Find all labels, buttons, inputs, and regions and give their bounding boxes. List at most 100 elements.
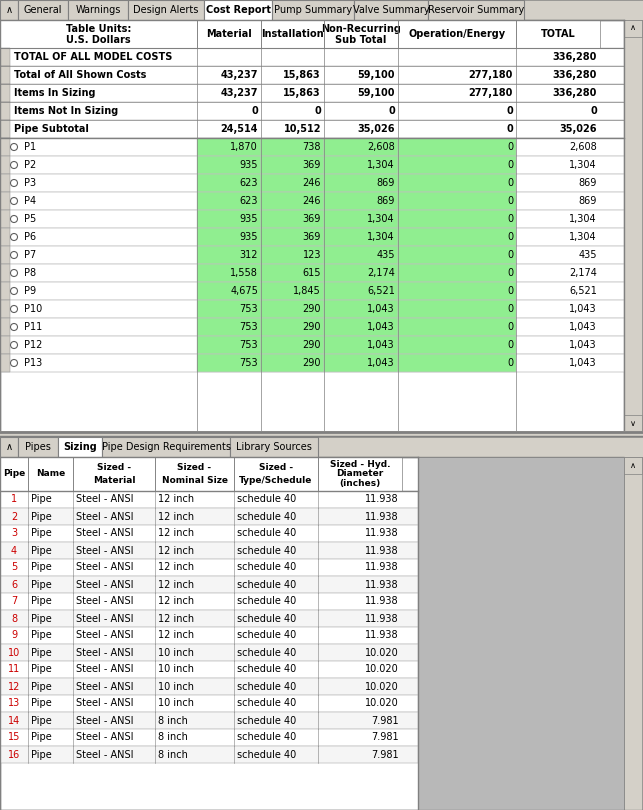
Bar (155, 457, 234, 491)
Text: P1: P1 (24, 142, 36, 152)
Bar (261, 174, 324, 192)
Text: 277,180: 277,180 (469, 70, 513, 80)
Text: schedule 40: schedule 40 (237, 681, 296, 692)
Bar (398, 246, 516, 264)
Text: 5: 5 (11, 562, 17, 573)
Text: 336,280: 336,280 (552, 70, 597, 80)
Bar (398, 354, 516, 372)
Bar (354, 0, 428, 20)
Text: 246: 246 (302, 196, 321, 206)
Text: 12 inch: 12 inch (158, 494, 194, 505)
Bar (624, 20, 642, 37)
Text: Steel - ANSI: Steel - ANSI (76, 647, 134, 658)
Bar (324, 282, 398, 300)
Text: 1,043: 1,043 (569, 304, 597, 314)
Bar (0, 437, 643, 810)
Bar (324, 336, 398, 354)
Text: 753: 753 (239, 358, 258, 368)
Bar (0, 644, 418, 661)
Text: 11.938: 11.938 (365, 613, 399, 624)
Text: General: General (24, 5, 62, 15)
Bar (0, 138, 624, 156)
Text: 753: 753 (239, 322, 258, 332)
Bar (0, 695, 418, 712)
Bar (197, 264, 261, 282)
Bar (0, 318, 624, 336)
Text: 336,280: 336,280 (552, 52, 597, 62)
Bar (0, 138, 10, 156)
Text: Sized -: Sized - (97, 463, 131, 471)
Text: 0: 0 (388, 106, 395, 116)
Text: schedule 40: schedule 40 (237, 732, 296, 743)
Bar (197, 300, 261, 318)
Bar (0, 20, 624, 432)
Text: 435: 435 (377, 250, 395, 260)
Text: P11: P11 (24, 322, 42, 332)
Bar (324, 174, 398, 192)
Circle shape (10, 360, 17, 366)
Text: Steel - ANSI: Steel - ANSI (76, 528, 134, 539)
Text: 1,304: 1,304 (367, 160, 395, 170)
Text: 9: 9 (11, 630, 17, 641)
Text: TOTAL: TOTAL (541, 29, 575, 39)
Bar (324, 318, 398, 336)
Text: 615: 615 (302, 268, 321, 278)
Text: Pipe: Pipe (31, 698, 51, 709)
Bar (261, 264, 324, 282)
Bar (398, 228, 516, 246)
Text: 0: 0 (507, 214, 513, 224)
Text: Pipe Design Requirements: Pipe Design Requirements (102, 442, 230, 452)
Text: schedule 40: schedule 40 (237, 494, 296, 505)
Text: Material: Material (206, 29, 252, 39)
Text: Pipe: Pipe (31, 562, 51, 573)
Bar (0, 264, 624, 282)
Bar (0, 354, 10, 372)
Bar (0, 102, 624, 120)
Bar (324, 20, 398, 48)
Bar (261, 318, 324, 336)
Bar (0, 729, 418, 746)
Text: P5: P5 (24, 214, 36, 224)
Bar (0, 156, 624, 174)
Text: schedule 40: schedule 40 (237, 545, 296, 556)
Text: 12 inch: 12 inch (158, 528, 194, 539)
Text: 0: 0 (507, 160, 513, 170)
Text: Design Alerts: Design Alerts (133, 5, 199, 15)
Text: 1,043: 1,043 (367, 304, 395, 314)
Text: 12 inch: 12 inch (158, 562, 194, 573)
Text: Material: Material (93, 476, 135, 485)
Bar (418, 457, 624, 810)
Text: 277,180: 277,180 (469, 88, 513, 98)
Bar (261, 354, 324, 372)
Text: 8: 8 (11, 613, 17, 624)
Text: 623: 623 (239, 178, 258, 188)
Circle shape (10, 305, 17, 313)
Text: 1,304: 1,304 (569, 232, 597, 242)
Bar (0, 246, 624, 264)
Text: schedule 40: schedule 40 (237, 511, 296, 522)
Text: 0: 0 (251, 106, 258, 116)
Bar (197, 156, 261, 174)
Text: P4: P4 (24, 196, 36, 206)
Bar (0, 20, 197, 48)
Text: 24,514: 24,514 (221, 124, 258, 134)
Text: 7.981: 7.981 (372, 715, 399, 726)
Bar (0, 0, 18, 20)
Bar (624, 457, 642, 474)
Text: Pipe: Pipe (3, 470, 25, 479)
Text: Sub Total: Sub Total (335, 35, 386, 45)
Text: 16: 16 (8, 749, 20, 760)
Text: Pipe: Pipe (31, 613, 51, 624)
Text: 7.981: 7.981 (372, 749, 399, 760)
Bar (624, 20, 642, 432)
Bar (0, 156, 10, 174)
Circle shape (10, 143, 17, 151)
Text: Steel - ANSI: Steel - ANSI (76, 732, 134, 743)
Text: 869: 869 (377, 178, 395, 188)
Text: Steel - ANSI: Steel - ANSI (76, 681, 134, 692)
Text: Diameter: Diameter (336, 470, 384, 479)
Bar (0, 627, 418, 644)
Text: 246: 246 (302, 178, 321, 188)
Bar (398, 210, 516, 228)
Bar (0, 576, 418, 593)
